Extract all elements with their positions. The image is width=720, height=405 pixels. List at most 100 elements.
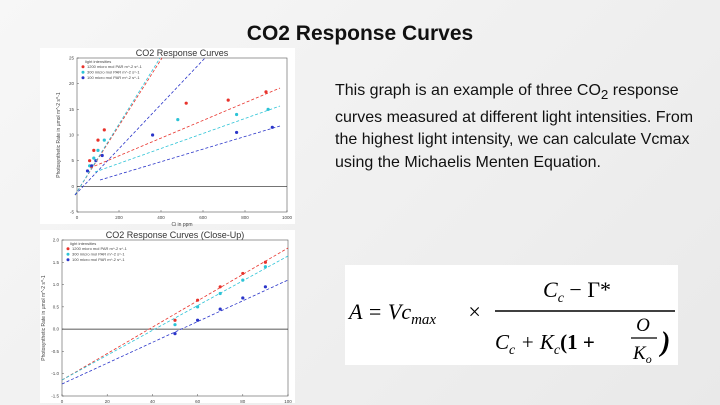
data-point <box>151 133 155 137</box>
x-axis-label: Ci in ppm <box>171 222 192 228</box>
x-tick-label: 40 <box>150 399 156 404</box>
data-point <box>85 169 90 173</box>
slide-title: CO2 Response Curves <box>246 22 474 45</box>
y-tick-label: 20 <box>69 81 75 86</box>
data-point <box>102 138 106 142</box>
y-tick-label: -0.5 <box>51 349 59 354</box>
y-axis-label: Photosynthetic Rate in µmol m^-2 s^-1 <box>41 275 47 361</box>
x-tick-label: 800 <box>241 215 249 220</box>
x-tick-label: 600 <box>199 215 207 220</box>
fit-line <box>61 255 289 381</box>
denominator: Cc + Kc(1 + <box>495 330 595 358</box>
den-k-sub: c <box>554 343 561 358</box>
legend-label: 300 micro mol PAR m^-2 s^-1 <box>72 252 125 257</box>
y-tick-label: -1.0 <box>51 371 59 376</box>
inner-den: Ko <box>632 343 652 366</box>
den-sub: c <box>509 343 516 358</box>
legend-marker <box>66 252 70 256</box>
data-point <box>196 305 200 309</box>
plots: CO2 Response Curves Ci in ppm Photosynthet… <box>41 48 293 404</box>
data-point <box>176 118 180 122</box>
x-tick-label: 20 <box>105 399 111 404</box>
paren-open: (1 + <box>560 330 595 354</box>
figure-background <box>40 48 295 224</box>
equation-lhs: A = Vcmax <box>347 299 436 328</box>
legend-label: 1200 micro mol PAR m^-2 s^-1 <box>87 64 143 69</box>
data-point <box>173 323 177 327</box>
x-tick-label: 80 <box>240 399 246 404</box>
fit-line <box>61 279 289 385</box>
y-tick-label: 1.0 <box>53 282 60 287</box>
data-point <box>266 107 270 111</box>
legend-label: 300 micro mol PAR m^-2 s^-1 <box>87 70 140 75</box>
y-tick-label: -1.5 <box>51 394 59 399</box>
data-point <box>270 125 274 129</box>
num-rest: − Γ* <box>564 277 611 302</box>
data-point <box>173 332 177 336</box>
data-point <box>218 307 222 311</box>
den: C <box>495 330 510 354</box>
legend-title: light intensities <box>70 241 96 246</box>
x-tick-label: 0 <box>61 399 64 404</box>
data-point <box>218 285 222 289</box>
num: C <box>543 277 558 302</box>
fit-line <box>89 87 281 169</box>
data-point <box>102 128 106 132</box>
inner-den-sub: o <box>646 352 652 366</box>
y-axis-label: Photosynthetic Rate in µmol m^-2 s^-1 <box>56 92 62 178</box>
y-tick-label: 15 <box>69 107 75 112</box>
y-tick-label: 10 <box>69 133 75 138</box>
data-point <box>173 318 177 322</box>
data-point <box>263 285 267 289</box>
data-point <box>241 296 245 300</box>
data-point <box>92 156 96 160</box>
legend-marker <box>81 65 85 69</box>
y-tick-label: 0.5 <box>53 304 60 309</box>
data-point <box>235 130 239 135</box>
fit-line <box>61 247 289 381</box>
x-tick-label: 1000 <box>282 215 293 220</box>
paren-close: ) <box>658 327 670 358</box>
legend-marker <box>81 70 85 74</box>
y-tick-label: 0 <box>71 184 74 189</box>
x-tick-label: 60 <box>195 399 201 404</box>
legend-label: 1200 micro mol PAR m^-2 s^-1 <box>72 246 128 251</box>
legend-label: 100 micro mol PAR m^-2 s^-1 <box>72 257 125 262</box>
den-plus: + K <box>515 330 555 354</box>
data-point <box>226 98 230 102</box>
x-tick-label: 400 <box>157 215 165 220</box>
x-tick-label: 200 <box>115 215 123 220</box>
subscript: 2 <box>600 87 609 103</box>
data-point <box>235 112 239 117</box>
fit-line <box>94 105 281 173</box>
fit-line <box>74 57 206 196</box>
data-point <box>88 159 92 163</box>
equation: A = Vcmax × Cc − Γ* Cc + Kc(1 + O Ko ) <box>347 277 675 366</box>
x-tick-label: 100 <box>284 399 292 404</box>
numerator: Cc − Γ* <box>543 277 611 306</box>
figure-title: CO2 Response Curves (Close-Up) <box>106 230 245 240</box>
y-tick-label: 1.5 <box>53 260 60 265</box>
y-tick-label: 0.0 <box>53 327 60 332</box>
x-tick-label: 0 <box>76 215 79 220</box>
lhs-sub: max <box>411 312 436 328</box>
inner-den-k: K <box>632 343 647 364</box>
legend-marker <box>66 247 70 251</box>
legend-label: 100 micro mol PAR m^-2 s^-1 <box>87 75 140 80</box>
data-point <box>100 153 104 158</box>
data-point <box>96 148 100 152</box>
data-point <box>264 90 268 94</box>
legend-marker <box>66 258 70 262</box>
data-point <box>96 138 100 142</box>
description-text: This graph is an example of three CO <box>335 82 601 99</box>
data-point <box>263 265 267 269</box>
fit-line <box>74 57 161 196</box>
description-text: response curves measured at different li… <box>335 82 694 171</box>
fit-line <box>99 125 281 181</box>
data-point <box>184 101 188 105</box>
equation-box <box>345 265 678 365</box>
data-point <box>263 260 267 264</box>
inner-num: O <box>636 315 650 336</box>
